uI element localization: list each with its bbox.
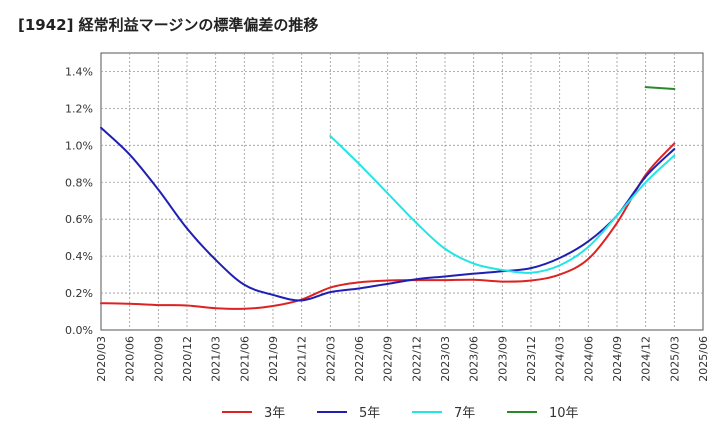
x-tick-label: 2022/12	[410, 336, 423, 382]
series-lines	[100, 86, 676, 310]
x-tick-label: 2020/09	[152, 336, 165, 382]
plot-area	[100, 52, 704, 331]
legend-label: 10年	[549, 406, 579, 421]
series-line-3	[329, 135, 676, 274]
series-line-2	[100, 126, 676, 302]
x-tick-label: 2022/09	[382, 336, 395, 382]
x-tick-label: 2024/06	[582, 336, 595, 382]
legend-label: 5年	[359, 406, 380, 421]
y-tick-label: 0.6%	[65, 213, 93, 226]
y-tick-label: 0.0%	[65, 324, 93, 337]
y-tick-label: 1.4%	[65, 65, 93, 78]
x-tick-label: 2021/03	[210, 336, 223, 382]
grid	[100, 52, 704, 331]
y-tick-label: 0.2%	[65, 287, 93, 300]
chart-title: [1942] 経常利益マージンの標準偏差の推移	[18, 16, 319, 34]
x-tick-label: 2024/12	[640, 336, 653, 382]
x-tick-label: 2025/03	[668, 336, 681, 382]
x-tick-label: 2020/03	[95, 336, 108, 382]
x-tick-label: 2023/12	[525, 336, 538, 382]
x-tick-label: 2022/06	[353, 336, 366, 382]
series-line-4	[644, 86, 676, 91]
y-tick-label: 0.8%	[65, 176, 93, 189]
legend-label: 3年	[264, 406, 285, 421]
x-tick-label: 2024/03	[554, 336, 567, 382]
x-tick-label: 2020/12	[181, 336, 194, 382]
legend: 3年 5年 7年 10年	[222, 406, 579, 421]
x-tick-label: 2021/06	[238, 336, 251, 382]
x-tick-label: 2021/12	[296, 336, 309, 382]
legend-label: 7年	[454, 406, 475, 421]
x-tick-label: 2023/03	[439, 336, 452, 382]
x-tick-label: 2023/09	[496, 336, 509, 382]
x-tick-label: 2024/09	[611, 336, 624, 382]
x-tick-label: 2022/03	[324, 336, 337, 382]
x-tick-label: 2023/06	[468, 336, 481, 382]
x-tick-label: 2021/09	[267, 336, 280, 382]
axes: 0.0% 0.2% 0.4% 0.6% 0.8% 1.0% 1.2% 1.4% 2020/03 2…	[65, 65, 710, 381]
x-tick-label: 2025/06	[697, 336, 710, 382]
y-tick-label: 1.0%	[65, 139, 93, 152]
y-tick-label: 1.2%	[65, 102, 93, 115]
series-line-1	[100, 142, 676, 310]
y-tick-label: 0.4%	[65, 250, 93, 263]
x-tick-label: 2020/06	[124, 336, 137, 382]
